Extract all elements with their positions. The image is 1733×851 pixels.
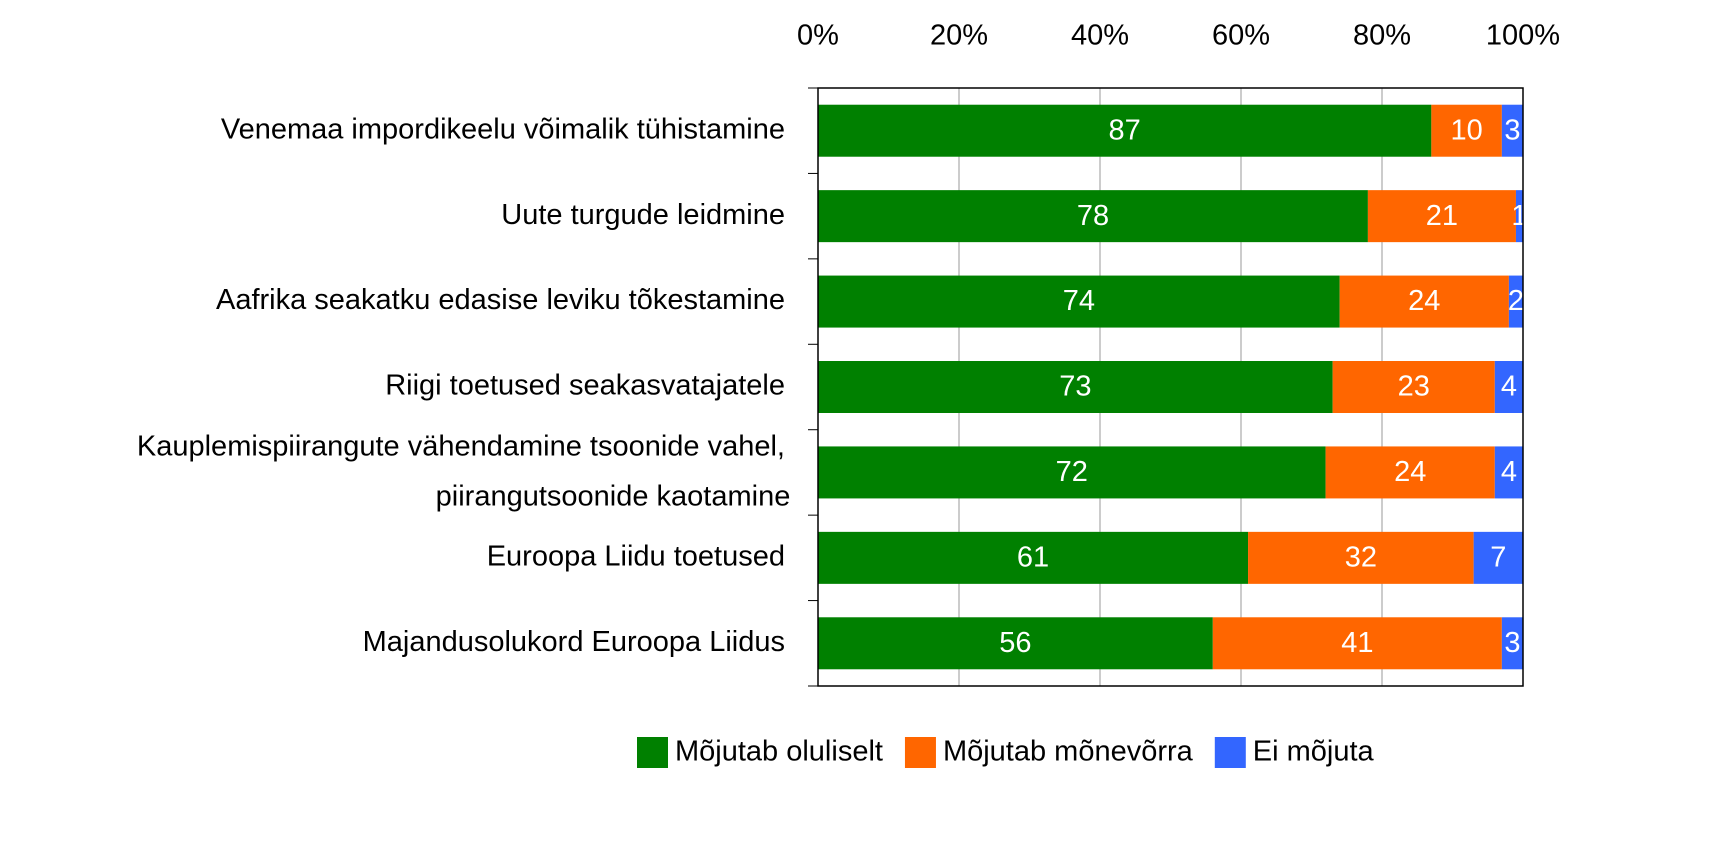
legend-swatch <box>904 737 936 768</box>
x-tick-label: 100% <box>1486 20 1560 52</box>
data-label: 1 <box>1511 200 1527 232</box>
data-label: 87 <box>1109 114 1141 146</box>
x-tick-label: 60% <box>1212 20 1270 52</box>
bar-segment <box>818 361 1333 413</box>
data-label: 78 <box>1077 200 1109 232</box>
bar-segment <box>1367 190 1516 243</box>
legend-swatch <box>1214 737 1246 768</box>
y-tick-label: Euroopa Liidu toetused <box>487 541 785 573</box>
y-tick-label: Riigi toetused seakasvatajatele <box>385 370 785 402</box>
data-label: 4 <box>1501 456 1517 488</box>
data-label: 56 <box>999 627 1031 659</box>
data-label: 10 <box>1450 114 1482 146</box>
data-label: 73 <box>1059 371 1091 403</box>
data-label: 7 <box>1490 542 1506 574</box>
bar-segment <box>1508 275 1523 328</box>
legend-swatch <box>637 737 668 768</box>
y-tick-label: Aafrika seakatku edasise leviku tõkestam… <box>216 284 785 316</box>
bar-segment <box>1325 446 1495 499</box>
plot-frame <box>817 87 1524 687</box>
data-label: 24 <box>1394 456 1426 488</box>
bar-segment <box>1212 617 1502 670</box>
bar-segment <box>1494 361 1523 413</box>
bar-segment <box>1494 446 1523 499</box>
bar-segment <box>818 190 1368 243</box>
bar-segment <box>1515 190 1523 243</box>
y-tick-label: Kauplemispiirangute vähendamine tsoonide… <box>137 430 790 512</box>
bar-segment <box>1501 104 1523 157</box>
y-tick-label: Uute turgude leidmine <box>501 199 785 231</box>
bar-segment <box>1501 617 1523 670</box>
data-label: 3 <box>1504 627 1520 659</box>
bar-segment <box>818 275 1340 328</box>
bar-segment <box>818 617 1213 670</box>
data-label: 24 <box>1408 285 1440 317</box>
data-label: 23 <box>1398 371 1430 403</box>
bar-segment <box>1332 361 1495 413</box>
bar-segment <box>1473 531 1523 584</box>
legend-label: Ei mõjuta <box>1253 736 1375 768</box>
data-label: 2 <box>1508 285 1524 317</box>
x-tick-label: 40% <box>1071 20 1129 52</box>
legend-label: Mõjutab mõnevõrra <box>943 736 1194 768</box>
data-label: 61 <box>1017 542 1049 574</box>
x-tick-label: 0% <box>797 20 839 52</box>
data-label: 72 <box>1056 456 1088 488</box>
data-label: 32 <box>1345 542 1377 574</box>
data-label: 4 <box>1501 371 1517 403</box>
bar-segment <box>818 531 1249 584</box>
x-tick-label: 20% <box>930 20 988 52</box>
bar-segment <box>818 446 1326 499</box>
legend-label: Mõjutab oluliselt <box>675 736 883 768</box>
data-label: 74 <box>1063 285 1095 317</box>
data-label: 21 <box>1426 200 1458 232</box>
bar-segment <box>1248 531 1474 584</box>
y-tick-label: Venemaa impordikeelu võimalik tühistamin… <box>221 113 785 145</box>
data-label: 41 <box>1341 627 1373 659</box>
bar-segment <box>1431 104 1502 157</box>
x-tick-label: 80% <box>1353 20 1411 52</box>
bar-segment <box>818 104 1432 157</box>
y-tick-label: Majandusolukord Euroopa Liidus <box>363 626 785 658</box>
bar-segment <box>1339 275 1509 328</box>
data-label: 3 <box>1504 114 1520 146</box>
